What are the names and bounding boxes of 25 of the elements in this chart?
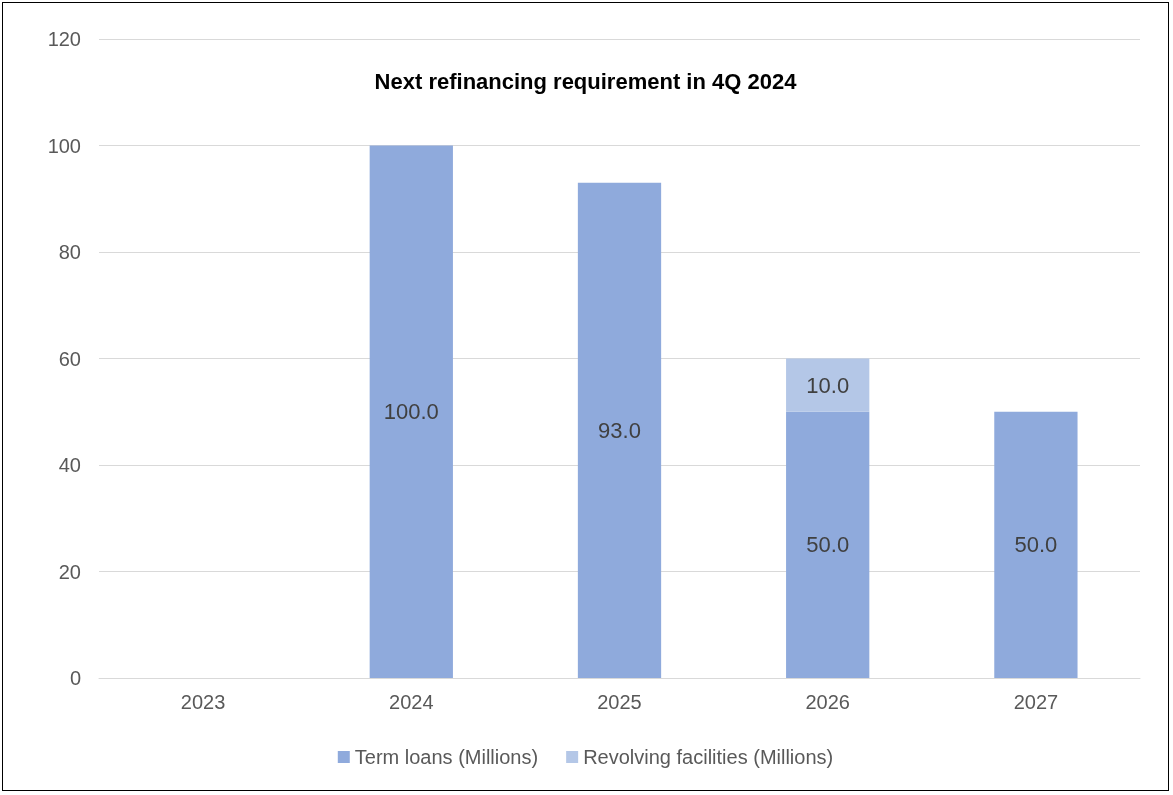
data-label: 10.0 <box>806 372 850 398</box>
bar <box>786 358 870 412</box>
bar <box>786 411 870 678</box>
legend-label: Term loans (Millions) <box>354 746 539 768</box>
x-tick-label: 2027 <box>1013 691 1059 713</box>
y-tick-label: 20 <box>58 560 81 583</box>
legend-label: Revolving facilities (Millions) <box>583 746 834 768</box>
text: Next refinancing requirement in 4Q 2024 <box>374 68 798 94</box>
bar <box>994 411 1078 678</box>
bar <box>369 145 453 678</box>
x-tick-label: 2023 <box>180 691 226 713</box>
data-label: 50.0 <box>806 532 850 558</box>
y-tick-label: 60 <box>58 347 81 370</box>
x-tick-label: 2025 <box>597 691 642 713</box>
data-label: 93.0 <box>598 417 641 443</box>
y-tick-label: 120 <box>47 28 81 50</box>
x-tick-label: 2026 <box>805 691 850 713</box>
y-tick-label: 40 <box>58 454 81 476</box>
y-tick-label: 100 <box>47 134 81 157</box>
bar <box>577 182 662 678</box>
data-label: 50.0 <box>1014 532 1058 558</box>
y-tick-label: 0 <box>69 667 81 689</box>
data-label: 100.0 <box>383 399 439 425</box>
x-tick-label: 2024 <box>389 691 434 713</box>
y-tick-label: 80 <box>58 241 81 263</box>
